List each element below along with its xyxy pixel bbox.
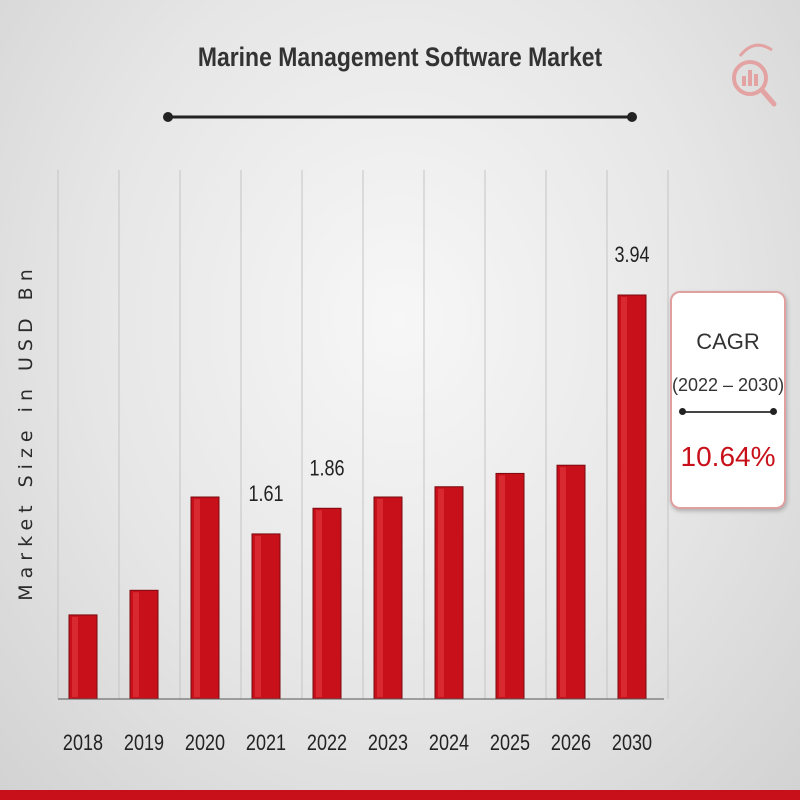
bottom-accent-strip [0,790,800,800]
chart-title: Marine Management Software Market [197,42,603,72]
bar-highlight [255,535,261,697]
title-underline [163,112,637,122]
x-tick-label: 2019 [124,731,164,755]
cagr-callout: CAGR (2022 – 2030) 10.64% [670,291,786,509]
brand-logo-icon [732,43,777,107]
bar-highlight [438,488,444,697]
x-tick-label: 2024 [429,731,469,755]
x-tick-label: 2020 [185,731,225,755]
cagr-period: (2022 – 2030) [672,375,785,395]
x-tick-label: 2026 [551,731,591,755]
data-label: 3.94 [614,243,649,267]
cagr-title: CAGR [696,329,760,354]
bar-highlight [194,499,200,697]
x-tick-label: 2023 [368,731,408,755]
bar-highlight [316,510,322,697]
x-tick-label: 2021 [246,731,286,755]
cagr-divider [679,408,777,415]
bar-highlight [72,616,78,697]
x-tick-label: 2030 [612,731,652,755]
x-tick-label: 2018 [63,731,103,755]
x-tick-label: 2022 [307,731,347,755]
data-label: 1.61 [248,482,283,506]
bar-highlight [133,592,139,697]
cagr-value: 10.64% [680,441,776,472]
bar-highlight [499,475,505,697]
bar-highlight [377,499,383,697]
bar-highlight [621,297,627,697]
bar-highlight [560,467,566,697]
data-label: 1.86 [309,457,344,481]
x-tick-label: 2025 [490,731,530,755]
